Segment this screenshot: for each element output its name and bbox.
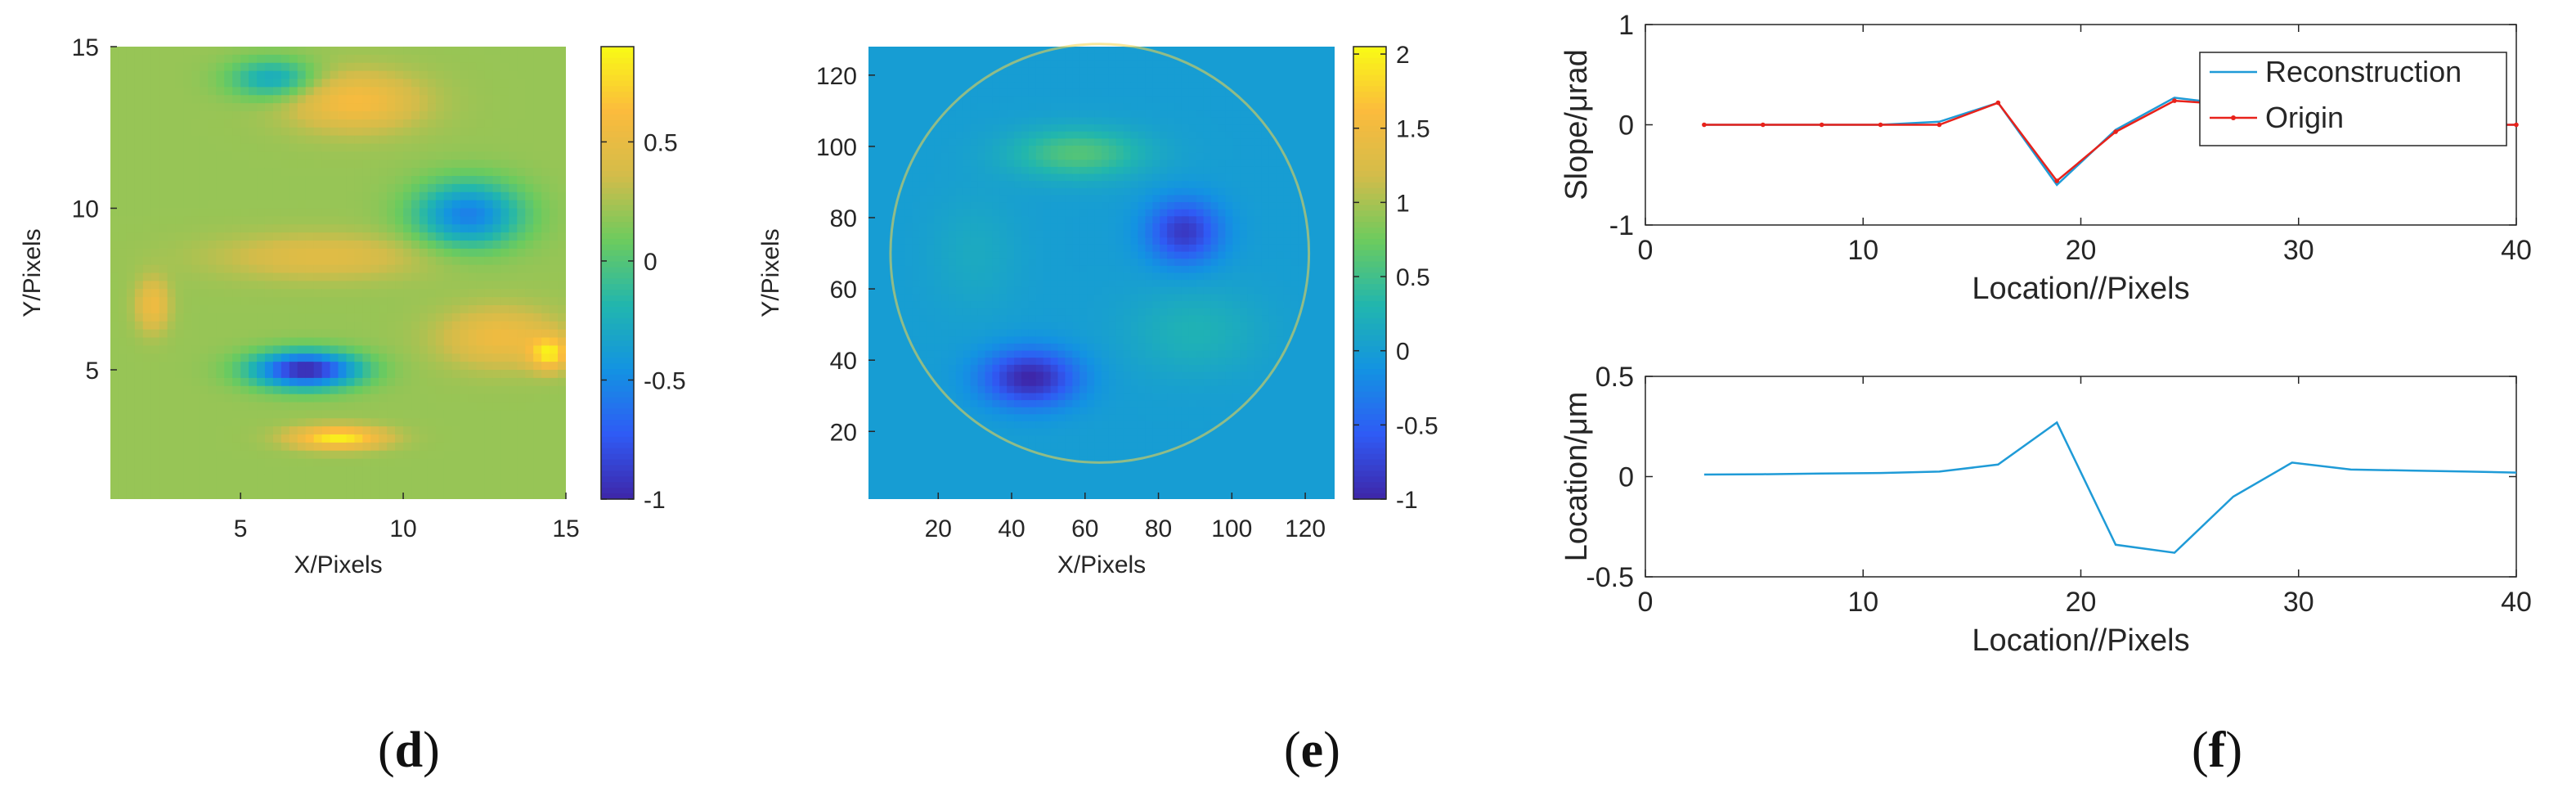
x-tick-label: 40 (2501, 587, 2532, 618)
x-tick-label: 40 (2501, 235, 2532, 266)
legend-box (2199, 52, 2507, 146)
colorbar-frame (1353, 46, 1387, 500)
data-point (1819, 122, 1824, 128)
colorbar-tick-label: 0 (1396, 339, 1410, 366)
y-tick-label: 20 (830, 419, 857, 446)
colorbar-tick-label: -1 (644, 487, 666, 514)
y-tick-label: -0.5 (1586, 562, 1634, 593)
x-tick-label: 30 (2283, 235, 2314, 266)
panel-label-e: (e) (1284, 722, 1340, 778)
colorbar-tick-label: -0.5 (644, 367, 686, 394)
x-tick-label: 0 (1638, 235, 1654, 266)
y-tick-label: 0.5 (1595, 362, 1634, 393)
panel-f-bottom-line-chart: 0 10 20 30 40-0.500.5Location//PixelsLocatio… (1560, 362, 2532, 658)
panel-label-f: (f) (2192, 722, 2242, 778)
data-point (1995, 100, 2001, 106)
x-axis-label: X/Pixels (1057, 551, 1146, 578)
x-axis-label: X/Pixels (294, 551, 382, 578)
y-axis-label: Location/μm (1560, 392, 1594, 562)
panel-label-d: (d) (378, 722, 440, 778)
heatmap-cells (110, 47, 566, 499)
panel-e-heatmap: 20 40 60 80 100 12020406080100120X/PixelsY/Pi… (757, 42, 1438, 578)
data-point (1936, 122, 1942, 128)
x-axis-label: Location//Pixels (1972, 272, 2189, 306)
x-tick-label: 5 (234, 515, 248, 542)
x-tick-label: 40 (998, 515, 1025, 542)
data-point (1878, 122, 1883, 128)
legend-marker (2231, 115, 2236, 120)
colorbar-tick-label: -1 (1396, 487, 1418, 514)
data-point (1702, 122, 1707, 128)
y-tick-label: 60 (830, 277, 857, 304)
y-tick-label: 80 (830, 205, 857, 232)
legend: Reconstruction Origin (2199, 52, 2507, 146)
panel-d-heatmap: 5 10 15 5 10 15 X/Pixels Y/Pixels -1 -0.5 0 0.5 (19, 34, 686, 578)
colorbar-tick-label: 0 (644, 249, 657, 276)
x-tick-label: 20 (2066, 235, 2097, 266)
x-tick-label: 60 (1071, 515, 1098, 542)
x-tick-label: 0 (1638, 587, 1654, 618)
colorbar-frame (600, 46, 635, 500)
colorbar-tick-label: 0.5 (1396, 264, 1430, 291)
colorbar-tick-label: 0.5 (644, 129, 678, 156)
legend-entry: Reconstruction (2265, 55, 2462, 88)
colorbar-tick-label: 1 (1396, 190, 1410, 217)
colorbar-tick-label: -0.5 (1396, 412, 1438, 439)
data-point (2113, 129, 2118, 134)
colorbar-tick-label: 2 (1396, 42, 1410, 69)
x-tick-label: 30 (2283, 587, 2314, 618)
data-point (2172, 98, 2177, 103)
x-tick-label: 80 (1145, 515, 1172, 542)
x-tick-label: 20 (2066, 587, 2097, 618)
y-axis-label: Y/Pixels (19, 228, 46, 317)
y-tick-label: 10 (72, 196, 99, 223)
data-point (2514, 122, 2519, 128)
y-tick-label: 1 (1618, 10, 1634, 41)
y-axis-label: Slope/μrad (1560, 49, 1594, 200)
series-line (1703, 421, 2517, 554)
x-tick-label: 20 (925, 515, 952, 542)
y-tick-label: 120 (816, 63, 857, 90)
y-tick-label: -1 (1609, 210, 1634, 241)
x-axis-label: Location//Pixels (1972, 623, 2189, 658)
y-tick-label: 15 (72, 34, 99, 61)
x-tick-label: 10 (1847, 235, 1878, 266)
y-tick-label: 0 (1618, 110, 1634, 142)
colorbar: -1 -0.5 0 0.5 (600, 46, 686, 514)
x-tick-label: 15 (552, 515, 579, 542)
x-tick-label: 10 (389, 515, 416, 542)
axes: 0 10 20 30 40-0.500.5Location//PixelsLocatio… (1560, 362, 2532, 658)
y-tick-label: 5 (85, 358, 99, 385)
axes: 20 40 60 80 100 120 20 40 60 80 100 120 X/Pixels Y/Pi… (757, 63, 1326, 578)
y-tick-label: 100 (816, 134, 857, 161)
y-tick-label: 0 (1618, 462, 1634, 493)
x-tick-label: 10 (1847, 587, 1878, 618)
data-point (2054, 178, 2060, 183)
aperture-rim (889, 43, 1311, 464)
series-line (1703, 421, 2517, 554)
y-axis-label: Y/Pixels (757, 228, 784, 317)
x-tick-label: 120 (1285, 515, 1326, 542)
plot-area (1645, 376, 2517, 578)
x-tick-label: 100 (1211, 515, 1252, 542)
colorbar: -1 -0.5 0 0.5 1 1.5 2 (1353, 42, 1438, 514)
axes: 5 10 15 5 10 15 X/Pixels Y/Pixels (19, 34, 580, 578)
colorbar-tick-label: 1.5 (1396, 116, 1430, 143)
data-point (1760, 122, 1766, 128)
legend-entry: Origin (2265, 101, 2344, 134)
y-tick-label: 40 (830, 348, 857, 375)
